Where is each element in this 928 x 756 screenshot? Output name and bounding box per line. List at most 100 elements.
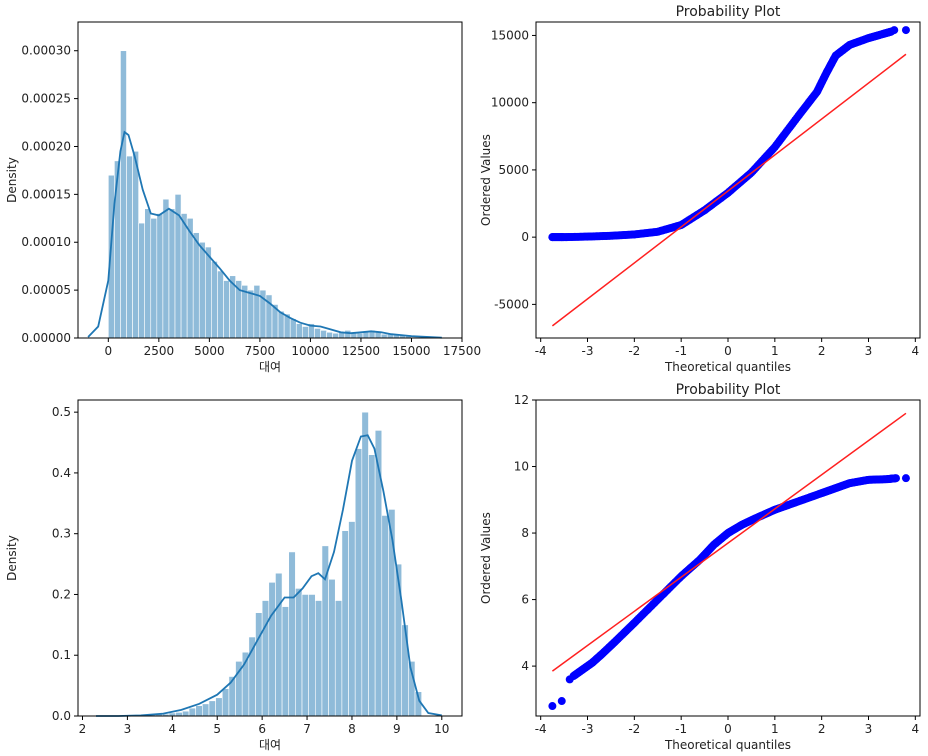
histogram-bar — [275, 572, 283, 717]
histogram-bar — [192, 232, 200, 339]
histogram-panel-bottom: 2 3 4 5 6 7 8 9 10 0.0 0.1 0.2 0.3 0.4 0.5 대여 Density — [5, 399, 463, 752]
x-tick-label: 2500 — [144, 344, 175, 358]
x-tick-label: 1 — [771, 344, 779, 358]
histogram-bar — [354, 448, 363, 717]
y-tick-label: 5000 — [498, 163, 529, 177]
y-tick-label: 4 — [521, 659, 529, 673]
histogram-bar — [344, 330, 352, 339]
histogram-bar — [374, 430, 383, 717]
x-tick-label: 2 — [818, 344, 826, 358]
y-tick-label: 6 — [521, 593, 529, 607]
histogram-bar — [241, 285, 249, 339]
histogram-bar — [198, 241, 206, 339]
histogram-bar — [314, 328, 321, 339]
x-axis-label: Theoretical quantiles — [664, 360, 791, 374]
y-tick-label: 0.0 — [52, 709, 71, 723]
x-axis-ticks: -4 -3 -2 -1 0 1 2 3 4 — [535, 338, 919, 358]
plot-title: Probability Plot — [676, 382, 781, 398]
y-tick-label: 0.00015 — [21, 187, 71, 201]
x-tick-label: 4 — [911, 722, 919, 736]
x-tick-label: 7 — [303, 722, 311, 736]
histogram-bar — [326, 331, 333, 339]
histogram-bar — [150, 218, 158, 339]
x-tick-label: 4 — [911, 344, 919, 358]
histogram-bar — [180, 213, 188, 339]
x-axis-ticks: 0 2500 5000 7500 10000 12500 15000 17500 — [104, 338, 481, 358]
x-axis-label: Theoretical quantiles — [664, 738, 791, 752]
histogram-bar — [215, 697, 223, 717]
histogram-bar — [315, 600, 323, 717]
histogram-bar — [374, 331, 382, 339]
histogram-bar — [132, 150, 139, 339]
histogram-bar — [320, 330, 327, 339]
x-axis-ticks: -4 -3 -2 -1 0 1 2 3 4 — [535, 716, 919, 736]
histogram-bars — [108, 50, 418, 339]
fit-line — [551, 412, 907, 672]
plot-title: Probability Plot — [676, 4, 781, 20]
kde-curve — [87, 130, 442, 339]
histogram-bar — [334, 600, 343, 717]
x-tick-label: -4 — [535, 344, 547, 358]
x-tick-label: -4 — [535, 722, 547, 736]
quantile-point — [565, 675, 574, 684]
histogram-bar — [268, 582, 276, 717]
x-tick-label: 8 — [348, 722, 356, 736]
histogram-bar — [253, 285, 261, 339]
histogram-bar — [281, 606, 290, 717]
x-tick-label: -3 — [582, 722, 594, 736]
axes-frame — [77, 399, 463, 717]
y-axis-ticks: 4 6 8 10 12 — [514, 393, 536, 673]
y-tick-label: 0.00025 — [21, 92, 71, 106]
x-axis-label: 대여 — [259, 360, 281, 374]
histogram-bar — [114, 160, 121, 339]
histogram-bar — [208, 700, 216, 717]
x-tick-label: 6 — [258, 722, 266, 736]
x-tick-label: 2 — [79, 722, 87, 736]
y-tick-label: 0.00030 — [21, 44, 71, 58]
histogram-bar — [168, 208, 176, 339]
y-tick-label: -5000 — [494, 297, 529, 311]
y-axis-ticks: 0.0 0.1 0.2 0.3 0.4 0.5 — [52, 405, 78, 723]
histogram-bar — [211, 261, 218, 339]
quantile-point — [890, 26, 899, 35]
histogram-bar — [138, 222, 145, 339]
histogram-bar — [126, 155, 133, 339]
x-tick-label: 3 — [865, 722, 873, 736]
histogram-bar — [341, 530, 349, 717]
histogram-bar — [120, 50, 127, 339]
y-axis-label: Density — [5, 157, 19, 203]
histogram-bar — [328, 578, 336, 717]
probability-plot-panel-top: Probability Plot -4 -3 -2 -1 0 1 2 3 4 -5000 0 500… — [479, 4, 921, 374]
histogram-bar — [332, 332, 340, 339]
kde-curve — [96, 434, 442, 717]
y-tick-label: 0.5 — [52, 405, 71, 419]
histogram-bar — [348, 521, 356, 717]
y-axis-label: Ordered Values — [479, 134, 493, 226]
histogram-bar — [144, 208, 152, 339]
histogram-bar — [381, 515, 389, 717]
histogram-bar — [361, 411, 369, 717]
x-tick-label: 2 — [818, 722, 826, 736]
x-axis-label: 대여 — [259, 738, 281, 752]
histogram-bar — [175, 712, 183, 717]
axes-frame — [77, 21, 463, 339]
x-tick-label: -1 — [675, 722, 687, 736]
histogram-bar — [108, 174, 115, 339]
x-tick-label: -2 — [628, 722, 640, 736]
x-tick-label: 17500 — [443, 344, 481, 358]
axes-frame — [535, 21, 921, 339]
x-tick-label: 10 — [434, 722, 449, 736]
ordered-value-points — [548, 26, 910, 242]
x-tick-label: 12500 — [342, 344, 380, 358]
histogram-bar — [255, 612, 263, 717]
y-tick-label: 0.00000 — [21, 331, 71, 345]
histogram-bar — [162, 198, 170, 339]
x-tick-label: 3 — [124, 722, 132, 736]
histogram-bar — [301, 594, 309, 717]
y-tick-label: 10000 — [491, 96, 529, 110]
y-tick-label: 10 — [514, 460, 529, 474]
histogram-bar — [205, 246, 212, 339]
y-tick-label: 0 — [521, 230, 529, 244]
histogram-bar — [195, 705, 203, 717]
